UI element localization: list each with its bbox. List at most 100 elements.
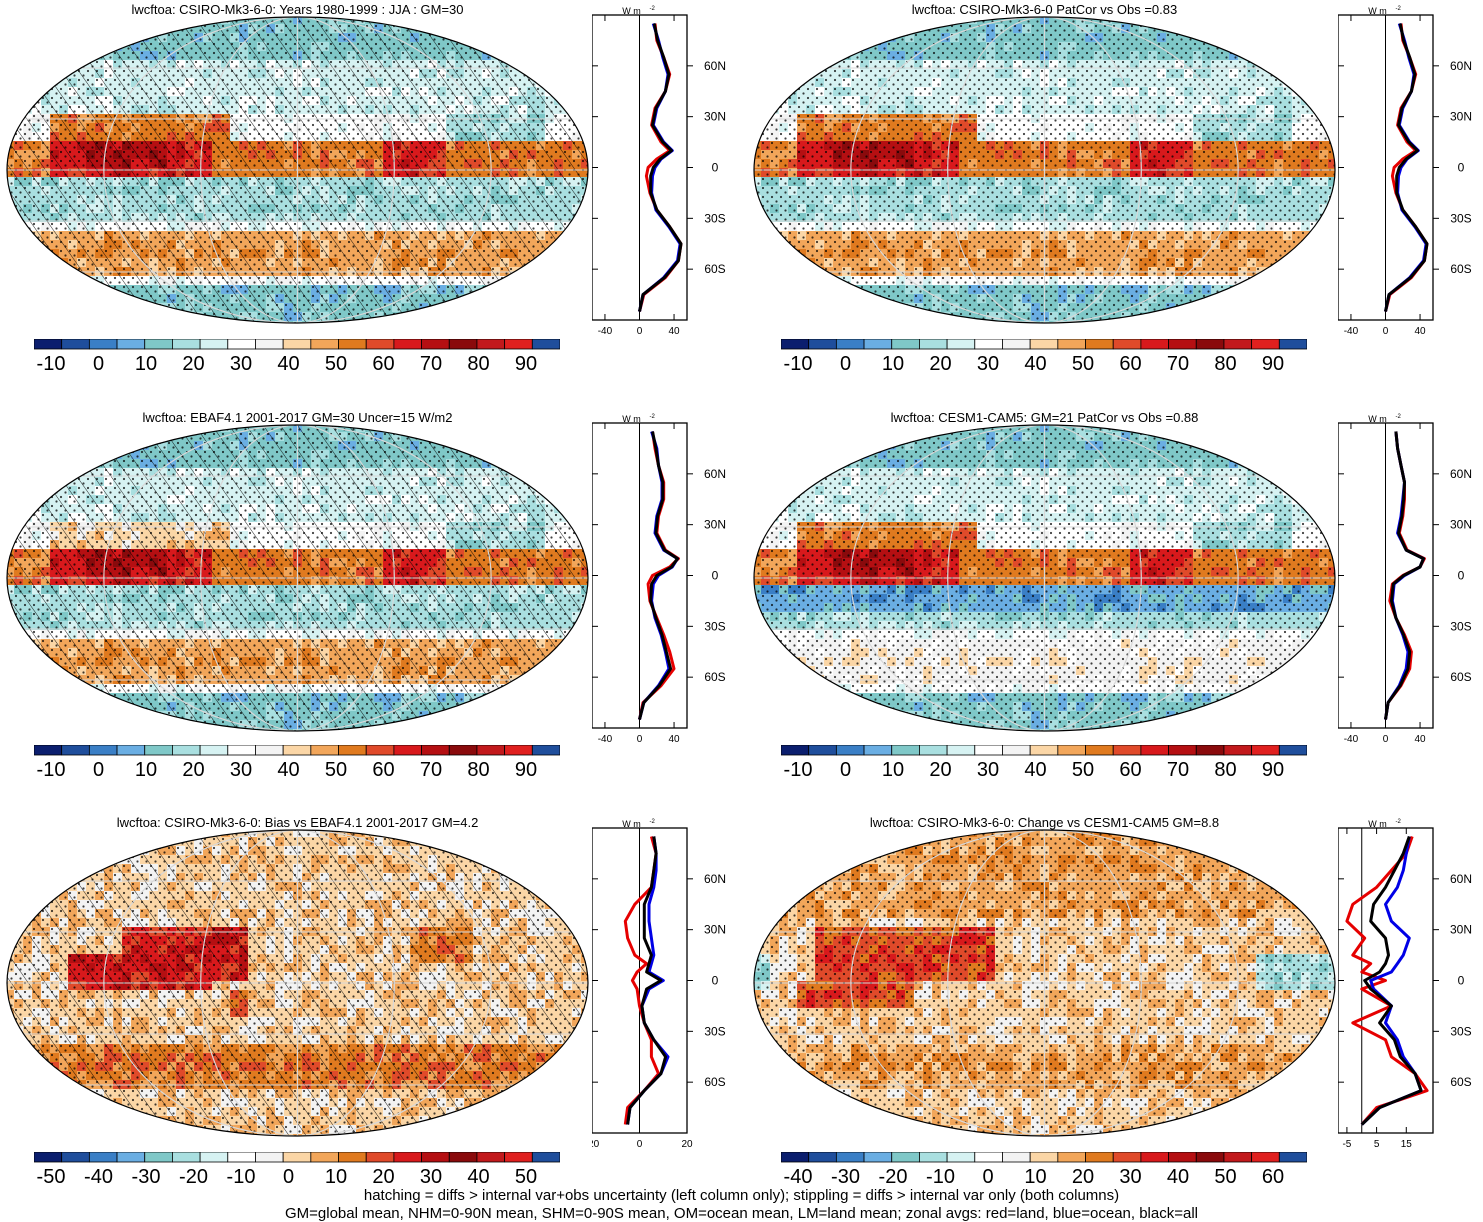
map-cell xyxy=(50,432,60,442)
map-cell xyxy=(131,441,141,451)
map-cell xyxy=(770,24,780,34)
map-cell xyxy=(1310,285,1320,295)
map-cell xyxy=(1283,258,1293,268)
map-cell xyxy=(122,432,132,442)
map-cell xyxy=(1265,15,1275,25)
map-cell xyxy=(5,42,15,52)
map-cell xyxy=(761,321,771,325)
map-cell xyxy=(41,69,51,79)
map-cell xyxy=(50,312,60,322)
map-cell xyxy=(176,15,186,25)
map-cell xyxy=(50,450,60,460)
map-cell xyxy=(518,432,528,442)
map-cell xyxy=(770,240,780,250)
map-cell xyxy=(77,432,87,442)
map-cell xyxy=(752,267,762,277)
map-cell xyxy=(23,69,33,79)
colorbar-tick-label: 10 xyxy=(882,353,904,376)
map-cell xyxy=(464,423,474,433)
map-cell xyxy=(788,276,798,286)
map-cell xyxy=(1256,42,1266,52)
map-cell xyxy=(239,321,249,325)
map-cell xyxy=(581,312,590,322)
map-cell xyxy=(41,285,51,295)
map-cell xyxy=(1238,24,1248,34)
map-cell xyxy=(1274,51,1284,61)
map-cell xyxy=(50,69,60,79)
map-cell xyxy=(1319,33,1329,43)
map-cell xyxy=(86,432,96,442)
map-cell xyxy=(1148,321,1158,325)
map-cell xyxy=(554,432,564,442)
map-cell xyxy=(752,303,762,313)
map-cell xyxy=(536,42,546,52)
map-cell xyxy=(842,285,852,295)
map-cell xyxy=(1229,42,1239,52)
map-cell xyxy=(185,423,195,433)
map-cell xyxy=(140,321,150,325)
map-cell xyxy=(77,42,87,52)
map-cell xyxy=(554,87,564,97)
map-cell xyxy=(41,42,51,52)
map-cell xyxy=(473,33,483,43)
map-cell xyxy=(1202,24,1212,34)
map-cell xyxy=(185,321,195,325)
lat-tick-label: 60N xyxy=(1450,59,1472,73)
map-cell xyxy=(536,423,546,433)
map-cell xyxy=(68,312,78,322)
map-cell xyxy=(1319,24,1329,34)
map-cell xyxy=(23,96,33,106)
map-cell xyxy=(1238,15,1248,25)
map-cell xyxy=(554,303,564,313)
map-cell xyxy=(113,441,123,451)
lat-tick-label: 0 xyxy=(712,161,719,175)
map-cell xyxy=(770,231,780,241)
map-cell xyxy=(1265,294,1275,304)
map-cell xyxy=(1247,15,1257,25)
map-cell xyxy=(68,51,78,61)
map-cell xyxy=(932,15,942,25)
map-cell xyxy=(1292,312,1302,322)
map-cell xyxy=(41,15,51,25)
map-cell xyxy=(518,321,528,325)
map-cell xyxy=(806,276,816,286)
map-cell xyxy=(1274,60,1284,70)
map-cell xyxy=(581,441,590,451)
map-cell xyxy=(59,423,69,433)
map-cell xyxy=(221,321,231,325)
map-cell xyxy=(869,312,879,322)
map-cell xyxy=(518,303,528,313)
map-cell xyxy=(770,249,780,259)
map-cell xyxy=(779,258,789,268)
colorbar-swatch xyxy=(1141,339,1169,349)
map-cell xyxy=(779,15,789,25)
map-cell xyxy=(905,24,915,34)
map-cell xyxy=(1283,24,1293,34)
map-cell xyxy=(1301,15,1311,25)
map-cell xyxy=(554,24,564,34)
map-cell xyxy=(473,321,483,325)
map-cell xyxy=(1256,276,1266,286)
map-cell xyxy=(572,321,582,325)
map-cell xyxy=(68,33,78,43)
map-cell xyxy=(1256,15,1266,25)
map-cell xyxy=(77,321,87,325)
map-cell xyxy=(1247,294,1257,304)
map-cell xyxy=(95,15,105,25)
colorbar-swatch xyxy=(505,339,533,349)
map-cell xyxy=(815,303,825,313)
map-cell xyxy=(752,96,762,106)
map-cell xyxy=(5,123,15,133)
map-cell xyxy=(68,294,78,304)
map-cell xyxy=(554,78,564,88)
map-cell xyxy=(896,15,906,25)
map-cell xyxy=(32,42,42,52)
map-cell xyxy=(23,432,33,442)
map-cell xyxy=(23,459,33,469)
map-cell xyxy=(1211,33,1221,43)
map-cell xyxy=(14,321,24,325)
map-cell xyxy=(455,312,465,322)
map-cell xyxy=(977,321,987,325)
map-cell xyxy=(1184,312,1194,322)
map-cell xyxy=(878,312,888,322)
